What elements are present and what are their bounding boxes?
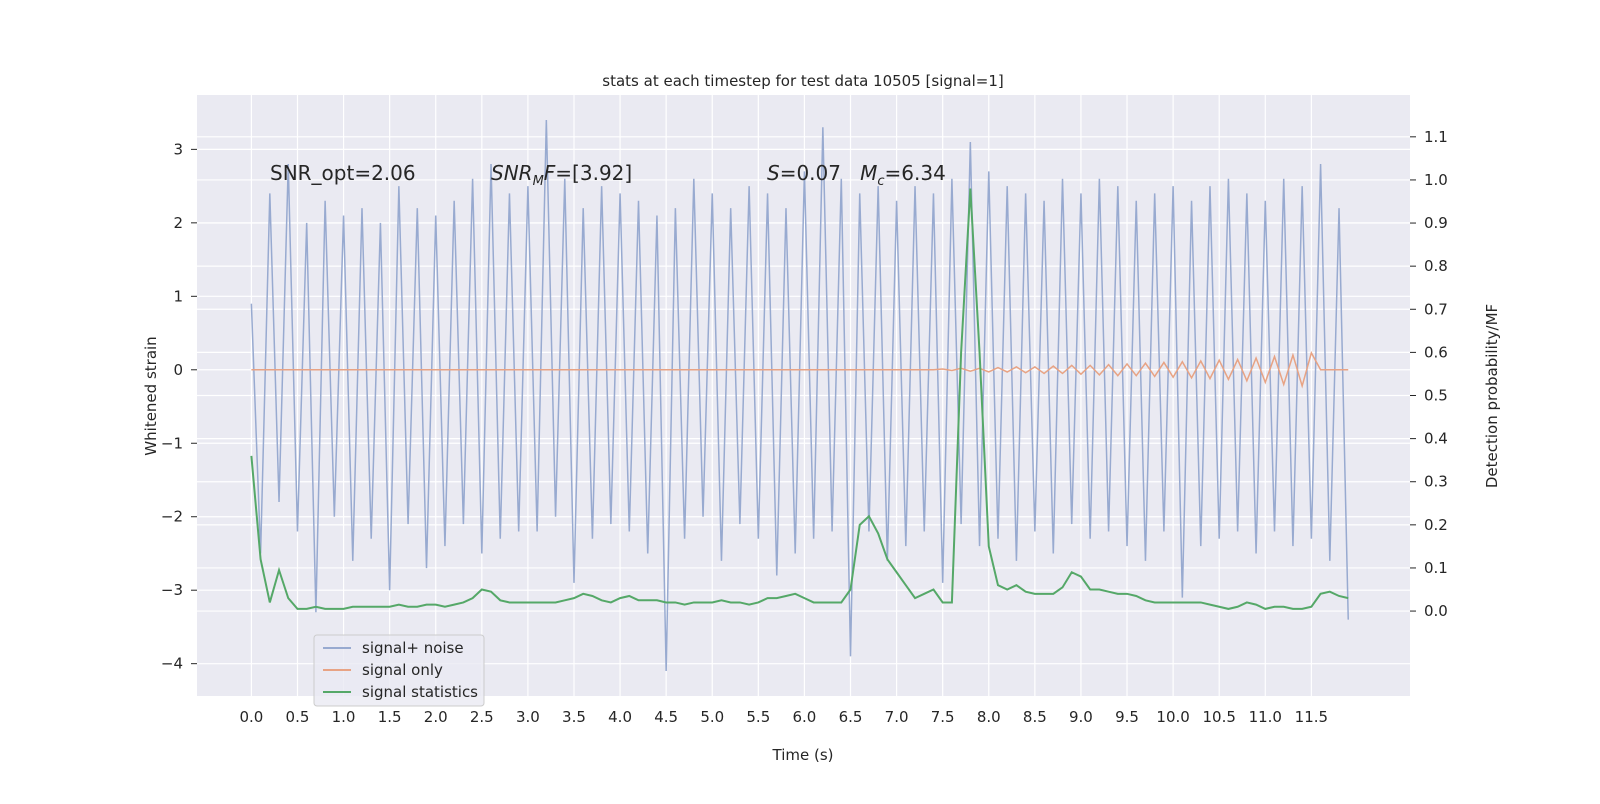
x-tick-label: 9.5 [1115,708,1139,726]
x-tick-label: 3.5 [562,708,586,726]
x-tick-label: 4.5 [654,708,678,726]
y2-tick-label: 1.1 [1424,128,1448,146]
x-tick-label: 0.5 [286,708,310,726]
annotation: S=0.07 Mc=6.34 [767,161,946,189]
marks [250,119,1349,672]
series-line [251,350,1349,389]
annotation-part: S [767,161,780,185]
annotation-part: F [544,161,556,185]
y-tick-label: 1 [173,287,183,305]
x-tick-label: 5.5 [746,708,770,726]
x-tick-label: 7.5 [931,708,955,726]
x-tick-label: 8.5 [1023,708,1047,726]
y-tick-label: −1 [161,434,183,452]
legend-label: signal+ noise [362,639,464,657]
x-tick-label: 8.0 [977,708,1001,726]
x-tick-label: 6.0 [792,708,816,726]
annotation-part: c [877,174,884,189]
x-tick-label: 11.0 [1249,708,1282,726]
annotation-part: SNR_opt=2.06 [270,161,416,185]
x-tick-label: 6.5 [839,708,863,726]
x-tick-label: 4.0 [608,708,632,726]
annotation-part: M [860,161,877,185]
y2-tick-label: 0.2 [1424,516,1448,534]
y-axis-label: Whitened strain [142,336,160,455]
y2-axis-label: Detection probability/MF [1483,304,1501,488]
annotation: SNRMF=[3.92] [491,161,632,189]
y2-tick-label: 0.9 [1424,214,1448,232]
y-tick-label: −4 [161,655,183,673]
y-tick-label: 0 [173,361,183,379]
y-tick-label: 2 [173,214,183,232]
annotation-part: SNR [491,161,533,185]
legend-label: signal only [362,661,443,679]
x-tick-label: 10.0 [1156,708,1189,726]
y-tick-label: −3 [161,581,183,599]
annotation-part: =6.34 [885,161,946,185]
y2-tick-label: 0.0 [1424,602,1448,620]
y2-tick-label: 0.1 [1424,559,1448,577]
y2-tick-label: 0.6 [1424,343,1448,361]
chart-title: stats at each timestep for test data 105… [602,72,1003,90]
y2-tick-label: 0.8 [1424,257,1448,275]
legend-box [313,634,485,707]
x-tick-label: 7.0 [885,708,909,726]
y2-tick-label: 0.3 [1424,473,1448,491]
x-tick-label: 1.0 [332,708,356,726]
annotation-part: =[3.92] [555,161,632,185]
x-tick-label: 2.0 [424,708,448,726]
x-axis-label: Time (s) [772,746,834,764]
x-tick-label: 2.5 [470,708,494,726]
y2-tick-label: 0.5 [1424,387,1448,405]
x-tick-label: 10.5 [1202,708,1235,726]
y-tick-label: 3 [173,140,183,158]
y2-tick-label: 0.7 [1424,300,1448,318]
x-tick-label: 3.0 [516,708,540,726]
x-tick-label: 11.5 [1295,708,1328,726]
y2-tick-label: 1.0 [1424,171,1448,189]
x-tick-label: 5.0 [700,708,724,726]
series-line [250,188,1349,610]
annotation-part: M [533,174,544,189]
legend-label: signal statistics [362,683,478,701]
x-tick-label: 1.5 [378,708,402,726]
annotation: SNR_opt=2.06 [270,161,416,185]
y-tick-label: −2 [161,508,183,526]
series-line [250,119,1349,672]
x-tick-label: 9.0 [1069,708,1093,726]
x-tick-label: 0.0 [239,708,263,726]
annotation-part: =0.07 [780,161,860,185]
y2-tick-label: 0.4 [1424,430,1448,448]
